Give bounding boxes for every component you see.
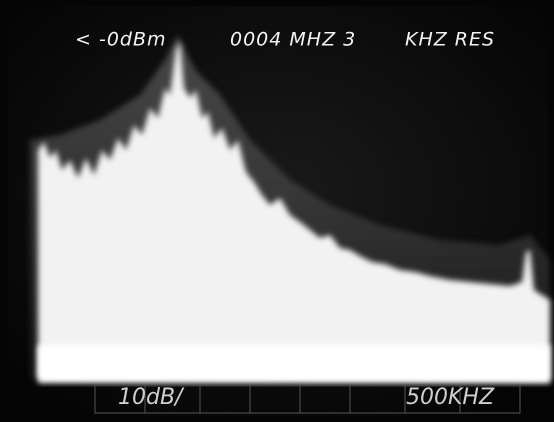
- noise-floor: [38, 345, 550, 383]
- reference-level: < -0dBm: [75, 29, 167, 51]
- scale-label: 10dB/: [118, 385, 185, 410]
- spectrum-trace: [38, 42, 550, 380]
- span-label: 500KHZ: [406, 385, 495, 410]
- graticule-box: [94, 384, 521, 414]
- resolution: KHZ RES: [405, 29, 495, 51]
- graticule: [94, 384, 521, 414]
- center-frequency: 0004 MHZ 3: [230, 29, 356, 51]
